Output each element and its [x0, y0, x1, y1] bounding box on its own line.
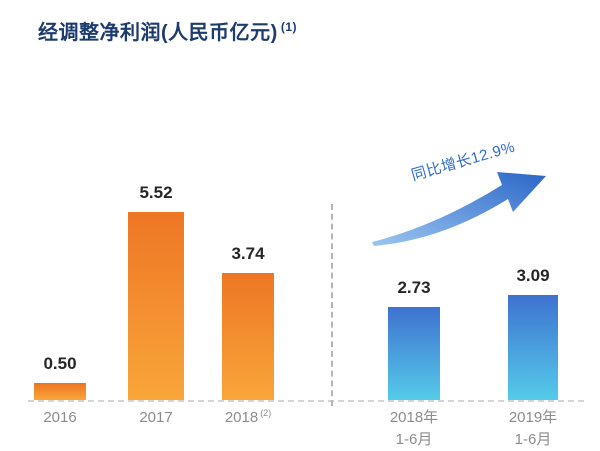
bar-value-label: 2.73 [397, 278, 431, 297]
x-axis-label: 2019年 1-6月 [509, 407, 557, 451]
bar-value-label: 3.09 [516, 266, 550, 285]
growth-arrow-icon [372, 172, 546, 246]
bar-annual-2: 3.74 2018 (2) [222, 244, 274, 426]
x-axis-label: 2017 [139, 407, 172, 429]
x-axis-label-line2: 1-6月 [514, 430, 552, 448]
bar-value-label: 3.74 [231, 244, 265, 263]
x-axis-label-text: 2018 [224, 409, 259, 426]
bar-rect [34, 383, 86, 400]
chart-title-text: 经调整净利润(人民币亿元) [38, 22, 278, 44]
bar-rect [222, 273, 274, 400]
bar-value-label: 0.50 [43, 354, 77, 373]
x-axis-line [28, 400, 584, 402]
bar-half-year-1: 3.09 2019年 1-6月 [508, 266, 558, 448]
x-axis-footnote-marker: (2) [260, 408, 272, 418]
bar-value-label: 5.52 [139, 183, 173, 202]
bar-annual-0: 0.50 2016 [34, 354, 86, 426]
x-axis-label: 2016 [43, 407, 76, 429]
x-axis-label-text: 2018年 [389, 409, 439, 426]
chart-title: 经调整净利润(人民币亿元) (1) [38, 16, 297, 45]
x-axis-label-text: 2017 [139, 409, 173, 426]
bar-rect [128, 212, 184, 400]
x-axis-label: 2018年 1-6月 [390, 407, 438, 451]
x-axis-label-text: 2019年 [508, 409, 558, 426]
bar-annual-1: 5.52 2017 [128, 183, 184, 426]
title-footnote-marker: (1) [280, 20, 297, 35]
x-axis-label-text: 2016 [43, 409, 77, 426]
bar-rect [388, 307, 440, 400]
bar-rect [508, 295, 558, 400]
section-divider-line [331, 204, 333, 406]
x-axis-label: 2018 (2) [225, 407, 271, 429]
x-axis-label-line2: 1-6月 [395, 430, 433, 448]
bar-half-year-0: 2.73 2018年 1-6月 [388, 278, 440, 448]
